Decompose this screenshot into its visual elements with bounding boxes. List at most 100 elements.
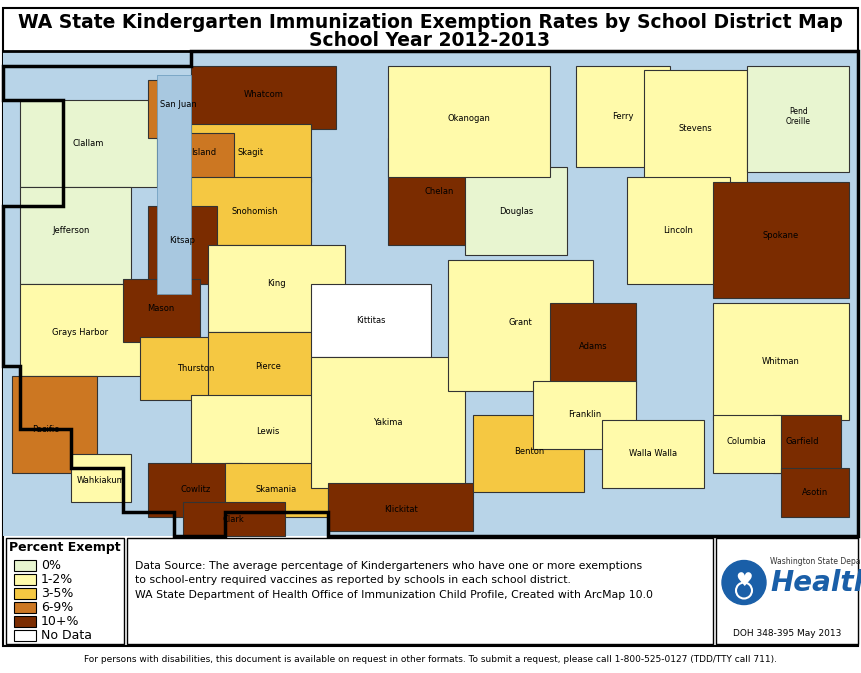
- Text: San Juan: San Juan: [160, 100, 196, 109]
- Text: Chelan: Chelan: [424, 187, 454, 196]
- Bar: [644, 71, 746, 187]
- Bar: [533, 381, 635, 449]
- Text: Lincoln: Lincoln: [664, 226, 693, 235]
- Text: WA State Kindergarten Immunization Exemption Rates by School District Map: WA State Kindergarten Immunization Exemp…: [17, 13, 842, 32]
- Bar: [448, 260, 593, 390]
- Bar: [716, 538, 858, 644]
- Text: Kitsap: Kitsap: [170, 236, 195, 245]
- Circle shape: [722, 561, 766, 604]
- Bar: [311, 357, 465, 487]
- Text: Douglas: Douglas: [499, 207, 533, 215]
- Text: 10+%: 10+%: [41, 615, 79, 628]
- Bar: [713, 304, 850, 419]
- Text: Franklin: Franklin: [567, 411, 601, 419]
- Text: Asotin: Asotin: [802, 488, 828, 497]
- Bar: [3, 51, 858, 536]
- Text: No Data: No Data: [41, 629, 92, 642]
- Text: Skagit: Skagit: [238, 148, 264, 157]
- Bar: [602, 419, 704, 487]
- Bar: [157, 75, 191, 293]
- Bar: [746, 65, 850, 172]
- Bar: [576, 65, 670, 168]
- Bar: [20, 284, 148, 376]
- Bar: [183, 502, 285, 536]
- Text: Walla Walla: Walla Walla: [629, 449, 677, 458]
- Text: 1-2%: 1-2%: [41, 573, 73, 586]
- Text: Spokane: Spokane: [763, 231, 799, 240]
- Bar: [387, 138, 491, 245]
- Bar: [550, 304, 635, 390]
- Text: Data Source: The average percentage of Kindergarteners who have one or more exem: Data Source: The average percentage of K…: [135, 561, 653, 600]
- Bar: [208, 245, 345, 332]
- Bar: [781, 468, 850, 517]
- Bar: [148, 206, 217, 284]
- Text: King: King: [267, 279, 286, 288]
- Text: Whitman: Whitman: [762, 357, 800, 366]
- Text: Lewis: Lewis: [257, 427, 280, 436]
- Text: Island: Island: [191, 148, 216, 157]
- Bar: [123, 279, 200, 342]
- Bar: [465, 168, 567, 254]
- Text: Thurston: Thurston: [177, 364, 214, 373]
- Bar: [14, 630, 36, 641]
- Bar: [387, 65, 550, 177]
- Bar: [14, 602, 36, 613]
- Text: DOH 348-395 May 2013: DOH 348-395 May 2013: [733, 629, 841, 639]
- Text: Clark: Clark: [223, 515, 245, 524]
- Text: 6-9%: 6-9%: [41, 601, 73, 614]
- Bar: [127, 538, 713, 644]
- Bar: [71, 454, 131, 502]
- Text: Benton: Benton: [514, 447, 544, 456]
- Text: Mason: Mason: [147, 304, 175, 312]
- Text: ♥: ♥: [735, 571, 753, 590]
- Text: Skamania: Skamania: [256, 485, 297, 495]
- Bar: [174, 133, 234, 182]
- Text: Pend
Oreille: Pend Oreille: [785, 107, 811, 126]
- Bar: [14, 574, 36, 586]
- Text: Klickitat: Klickitat: [384, 505, 418, 513]
- Bar: [14, 588, 36, 599]
- Text: Pacific: Pacific: [33, 425, 59, 434]
- Bar: [191, 177, 311, 245]
- Bar: [20, 100, 157, 187]
- Text: For persons with disabilities, this document is available on request in other fo: For persons with disabilities, this docu…: [84, 655, 777, 664]
- Bar: [226, 463, 328, 517]
- Text: Yakima: Yakima: [373, 417, 402, 427]
- Bar: [14, 616, 36, 627]
- Text: 3-5%: 3-5%: [41, 588, 73, 600]
- Text: Columbia: Columbia: [727, 437, 767, 446]
- Text: Kittitas: Kittitas: [356, 316, 386, 324]
- Bar: [627, 177, 730, 284]
- Bar: [191, 65, 337, 129]
- Bar: [208, 332, 328, 400]
- Text: Cowlitz: Cowlitz: [180, 485, 210, 495]
- Text: School Year 2012-2013: School Year 2012-2013: [309, 32, 550, 50]
- Bar: [148, 80, 208, 138]
- Bar: [713, 182, 850, 298]
- Text: Jefferson: Jefferson: [53, 226, 90, 235]
- Text: Okanogan: Okanogan: [448, 114, 491, 123]
- Bar: [14, 560, 36, 571]
- Bar: [191, 124, 311, 182]
- Bar: [6, 538, 124, 644]
- Bar: [474, 415, 585, 493]
- Text: Garfield: Garfield: [786, 437, 819, 446]
- Text: 0%: 0%: [41, 559, 61, 572]
- Bar: [139, 337, 243, 400]
- Text: Whatcom: Whatcom: [244, 90, 284, 99]
- Bar: [20, 187, 131, 284]
- Text: Adams: Adams: [579, 343, 607, 351]
- Text: Snohomish: Snohomish: [232, 207, 278, 215]
- Bar: [148, 463, 243, 517]
- Text: Washington State Department of: Washington State Department of: [770, 557, 861, 566]
- Text: Wahkiakum: Wahkiakum: [77, 476, 126, 485]
- Text: Ferry: Ferry: [612, 112, 634, 121]
- Text: Clallam: Clallam: [73, 139, 104, 147]
- Text: Stevens: Stevens: [678, 124, 712, 133]
- Bar: [191, 395, 337, 468]
- Text: Grant: Grant: [508, 318, 532, 327]
- Bar: [713, 415, 781, 473]
- Bar: [772, 415, 841, 473]
- Bar: [311, 284, 430, 357]
- Bar: [11, 376, 97, 473]
